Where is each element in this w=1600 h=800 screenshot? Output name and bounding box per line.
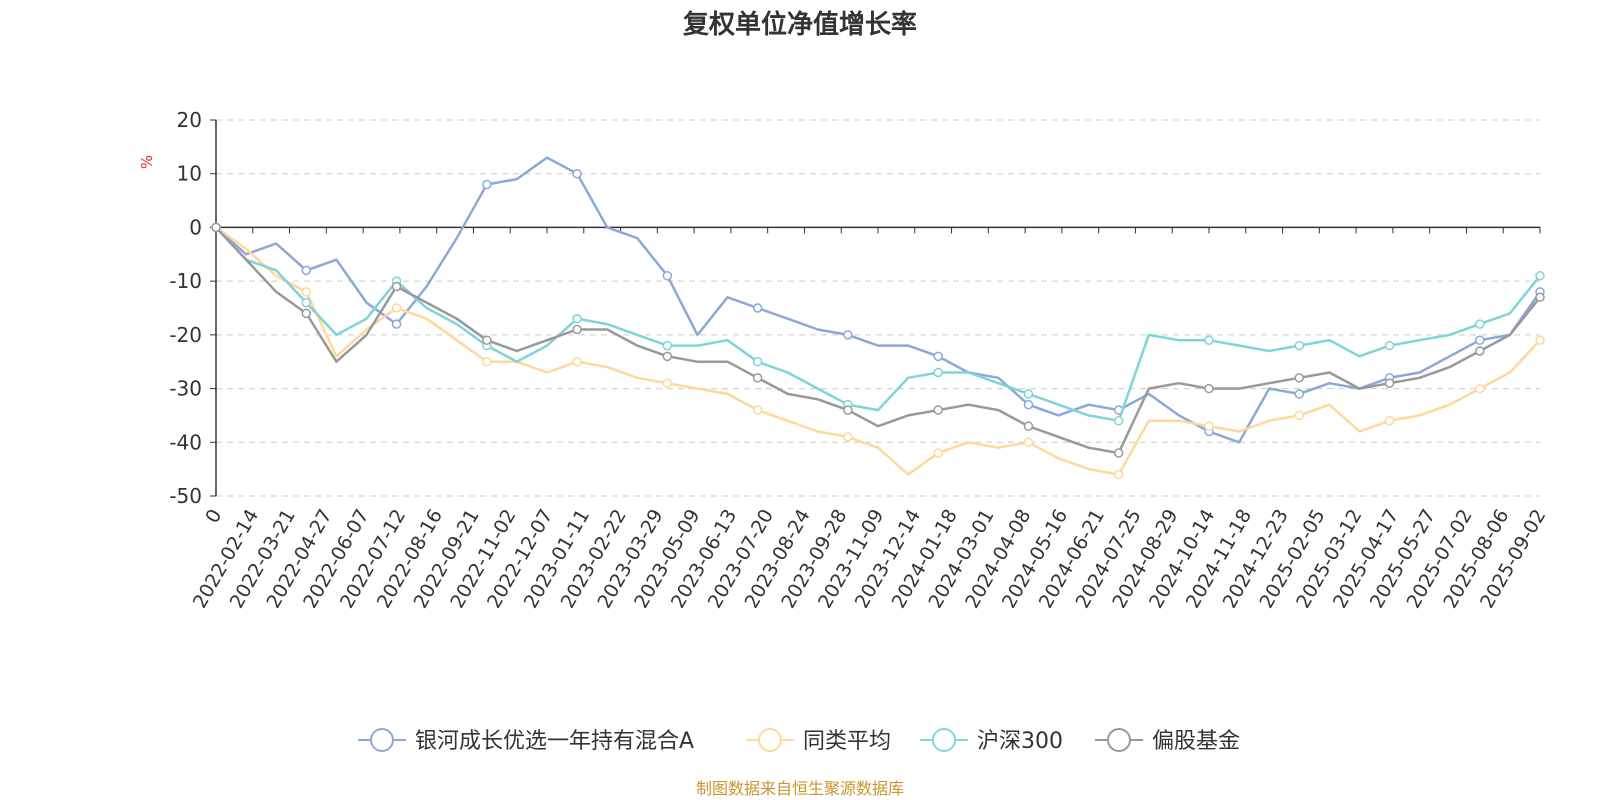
data-point [1204, 335, 1214, 345]
axis-layer: 20100-10-20-30-40-5002022-02-142022-03-2… [169, 108, 1550, 612]
legend[interactable]: 银河成长优选一年持有混合A 同类平均 沪深300 偏股基金 [358, 728, 1240, 754]
legend-marker [370, 728, 394, 752]
chart-title: 复权单位净值增长率 [682, 10, 917, 40]
grid-layer [216, 119, 1540, 497]
legend-label: 银河成长优选一年持有混合A [415, 729, 694, 754]
y-axis-label: % [138, 155, 156, 169]
data-point [482, 335, 492, 345]
data-point [1384, 340, 1395, 351]
legend-label: 偏股基金 [1152, 729, 1240, 754]
legend-item-2[interactable]: 沪深300 [920, 728, 1063, 754]
data-point [1475, 319, 1485, 329]
series-line-1 [215, 226, 1541, 476]
data-point [1475, 335, 1485, 345]
legend-marker [758, 728, 782, 752]
data-point [391, 319, 402, 329]
data-point [1535, 292, 1545, 303]
y-tick-label: -30 [169, 377, 202, 401]
data-point [1475, 383, 1485, 394]
y-tick-label: -10 [169, 269, 202, 293]
data-point [1294, 340, 1305, 351]
data-point [391, 303, 402, 313]
data-point [572, 356, 582, 367]
legend-label: 同类平均 [803, 729, 891, 754]
data-point [1204, 421, 1214, 431]
y-tick-label: 20 [177, 108, 202, 132]
series-layer [211, 156, 1545, 480]
data-point [662, 378, 673, 388]
data-point [1294, 389, 1305, 399]
legend-item-1[interactable]: 同类平均 [746, 728, 891, 754]
data-point [843, 330, 853, 340]
data-point [1113, 448, 1124, 458]
data-point [301, 265, 312, 276]
data-point [1113, 469, 1124, 480]
data-point [752, 356, 763, 367]
legend-marker [932, 728, 956, 752]
data-point [572, 324, 582, 335]
y-tick-label: -50 [169, 484, 202, 508]
data-source-note: 制图数据来自恒生聚源数据库 [695, 779, 904, 798]
data-point [752, 303, 763, 313]
data-point [933, 405, 943, 415]
data-point [572, 168, 582, 179]
data-point [933, 367, 943, 378]
data-point [1023, 437, 1034, 448]
legend-marker [1107, 728, 1131, 752]
data-point [1294, 410, 1305, 421]
series-line-3 [215, 226, 1541, 455]
line-chart: 20100-10-20-30-40-5002022-02-142022-03-2… [138, 108, 1550, 754]
series-line-2 [215, 226, 1541, 423]
data-point [482, 179, 492, 190]
series-line-0 [215, 156, 1542, 444]
data-point [1023, 421, 1034, 431]
data-point [301, 287, 312, 297]
data-point [662, 351, 673, 362]
data-point [933, 448, 943, 458]
data-point [1294, 373, 1305, 383]
legend-item-3[interactable]: 偏股基金 [1095, 728, 1240, 754]
data-point [843, 405, 853, 415]
y-tick-label: -20 [169, 323, 202, 347]
y-tick-label: 10 [177, 162, 202, 186]
data-point [301, 297, 312, 308]
data-point [1023, 389, 1034, 399]
data-point [1384, 378, 1395, 388]
data-point [752, 405, 763, 415]
y-tick-label: -40 [169, 430, 202, 454]
data-point [843, 432, 853, 442]
data-point [662, 340, 673, 351]
data-point [572, 313, 582, 324]
data-point [1204, 383, 1214, 394]
data-point [1535, 335, 1545, 345]
data-point [391, 281, 402, 292]
data-point [211, 222, 221, 233]
data-point [1384, 416, 1395, 426]
data-point [1113, 416, 1124, 426]
data-point [752, 373, 763, 383]
data-point [482, 356, 492, 367]
data-point [662, 271, 673, 281]
x-tick-label: 0 [201, 506, 226, 527]
data-point [301, 308, 312, 319]
legend-label: 沪深300 [977, 729, 1063, 754]
y-tick-label: 0 [189, 215, 202, 239]
legend-item-0[interactable]: 银河成长优选一年持有混合A [358, 728, 694, 754]
data-point [1475, 346, 1485, 356]
data-point [1535, 271, 1545, 281]
data-point [1023, 399, 1034, 410]
data-point [933, 351, 943, 362]
